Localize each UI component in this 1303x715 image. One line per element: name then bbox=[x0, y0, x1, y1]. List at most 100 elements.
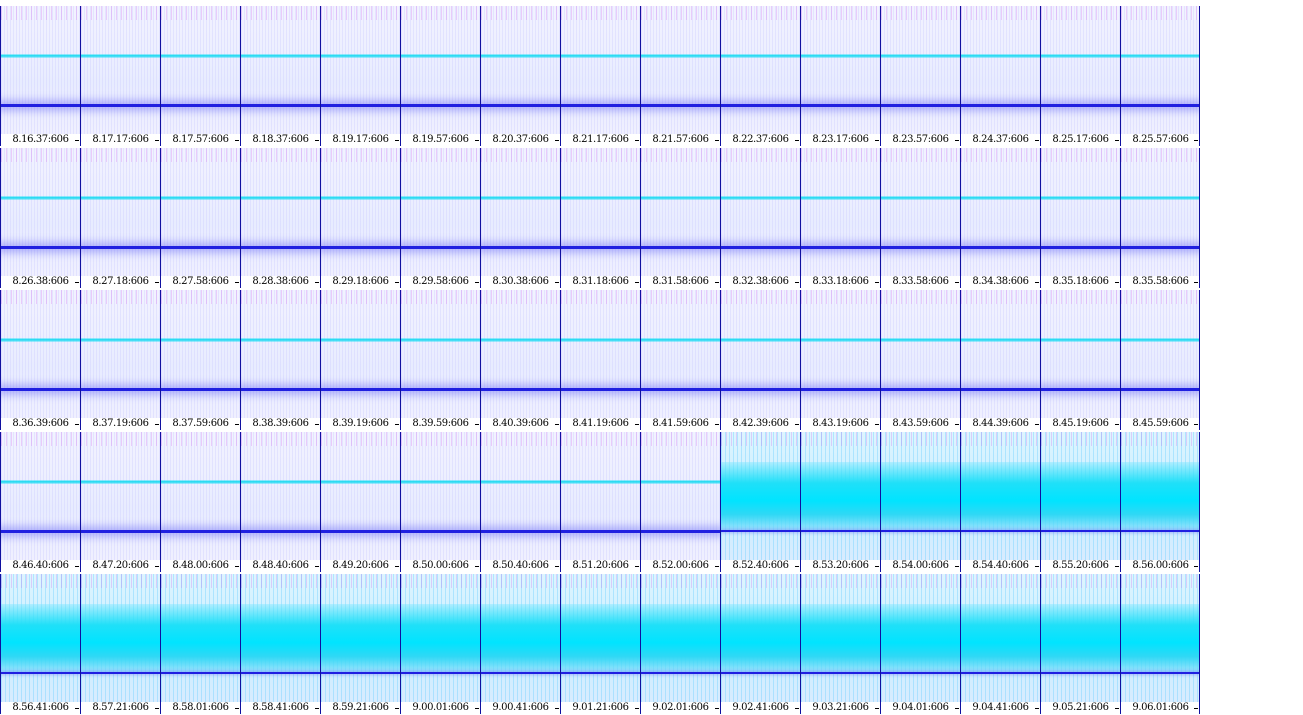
timestamp-label: 8.32.38:606 bbox=[721, 276, 800, 288]
wide-cyan-band bbox=[721, 462, 800, 532]
narrow-cyan-band bbox=[81, 54, 160, 58]
low-frequency-band bbox=[881, 388, 960, 391]
narrow-cyan-band bbox=[241, 338, 320, 342]
axis-tick bbox=[1035, 140, 1039, 141]
spectrogram-panel: 8.38.39:606 bbox=[240, 290, 320, 430]
timestamp-label: 8.17.57:606 bbox=[161, 134, 240, 146]
low-frequency-band bbox=[241, 104, 320, 107]
wide-cyan-band bbox=[1041, 462, 1120, 532]
axis-tick bbox=[155, 708, 159, 709]
axis-tick bbox=[155, 140, 159, 141]
timestamp-label: 8.23.57:606 bbox=[881, 134, 960, 146]
axis-tick bbox=[315, 140, 319, 141]
spectrogram-panel: 9.02.01:606 bbox=[640, 574, 720, 714]
timestamp-label: 8.50.40:606 bbox=[481, 560, 560, 572]
narrow-cyan-band bbox=[721, 54, 800, 58]
high-frequency-noise bbox=[81, 574, 160, 588]
axis-tick bbox=[795, 566, 799, 567]
axis-tick bbox=[475, 282, 479, 283]
narrow-cyan-band bbox=[321, 196, 400, 200]
narrow-cyan-band bbox=[561, 54, 640, 58]
spectrogram-panel: 8.55.20:606 bbox=[1040, 432, 1120, 572]
axis-tick bbox=[235, 282, 239, 283]
spectrogram-panel: 8.19.57:606 bbox=[400, 6, 480, 146]
spectrogram-panel: 8.48.40:606 bbox=[240, 432, 320, 572]
axis-tick bbox=[555, 708, 559, 709]
narrow-cyan-band bbox=[481, 54, 560, 58]
spectrogram-image bbox=[161, 432, 240, 560]
timestamp-label: 8.25.57:606 bbox=[1121, 134, 1199, 146]
axis-tick bbox=[1194, 566, 1198, 567]
axis-tick bbox=[635, 282, 639, 283]
axis-tick bbox=[715, 708, 719, 709]
spectrogram-image bbox=[561, 6, 640, 134]
spectrogram-image bbox=[161, 6, 240, 134]
narrow-cyan-band bbox=[321, 338, 400, 342]
axis-tick bbox=[315, 424, 319, 425]
narrow-cyan-band bbox=[161, 480, 240, 484]
wide-cyan-band bbox=[641, 604, 720, 674]
low-frequency-band bbox=[1041, 388, 1120, 391]
spectrogram-panel: 8.37.19:606 bbox=[80, 290, 160, 430]
high-frequency-noise bbox=[81, 432, 160, 446]
axis-tick bbox=[955, 566, 959, 567]
spectrogram-panel: 8.30.38:606 bbox=[480, 148, 560, 288]
axis-tick bbox=[715, 282, 719, 283]
axis-tick bbox=[235, 424, 239, 425]
axis-tick bbox=[395, 282, 399, 283]
axis-tick bbox=[155, 282, 159, 283]
spectrogram-panel: 8.45.59:606 bbox=[1120, 290, 1200, 430]
low-frequency-band bbox=[1041, 672, 1120, 674]
narrow-cyan-band bbox=[481, 480, 560, 484]
spectrogram-panel: 8.39.19:606 bbox=[320, 290, 400, 430]
spectrogram-image bbox=[801, 290, 880, 418]
low-frequency-band bbox=[401, 672, 480, 674]
timestamp-label: 9.04.01:606 bbox=[881, 702, 960, 714]
high-frequency-noise bbox=[321, 6, 400, 20]
timestamp-label: 8.49.20:606 bbox=[321, 560, 400, 572]
spectrogram-panel: 8.25.17:606 bbox=[1040, 6, 1120, 146]
axis-tick bbox=[1035, 566, 1039, 567]
spectrogram-row: 8.26.38:606 8.27.18:606 8.27.58:606 8.28.38… bbox=[0, 148, 1200, 288]
low-frequency-band bbox=[321, 246, 400, 249]
spectrogram-panel: 8.35.58:606 bbox=[1120, 148, 1200, 288]
low-frequency-band bbox=[321, 104, 400, 107]
narrow-cyan-band bbox=[881, 54, 960, 58]
low-frequency-band bbox=[641, 388, 720, 391]
high-frequency-noise bbox=[81, 6, 160, 20]
narrow-cyan-band bbox=[81, 338, 160, 342]
low-frequency-band bbox=[1041, 104, 1120, 107]
low-frequency-band bbox=[801, 530, 880, 532]
timestamp-label: 8.52.00:606 bbox=[641, 560, 720, 572]
timestamp-label: 8.35.58:606 bbox=[1121, 276, 1199, 288]
spectrogram-image bbox=[641, 432, 720, 560]
high-frequency-noise bbox=[1121, 6, 1199, 20]
wide-cyan-band bbox=[81, 604, 160, 674]
high-frequency-noise bbox=[321, 432, 400, 446]
high-frequency-noise bbox=[161, 290, 240, 304]
axis-tick bbox=[75, 708, 79, 709]
spectrogram-panel: 8.53.20:606 bbox=[800, 432, 880, 572]
spectrogram-panel: 8.46.40:606 bbox=[0, 432, 80, 572]
spectrogram-panel: 8.58.01:606 bbox=[160, 574, 240, 714]
axis-tick bbox=[395, 566, 399, 567]
spectrogram-panel: 9.01.21:606 bbox=[560, 574, 640, 714]
high-frequency-noise bbox=[321, 290, 400, 304]
narrow-cyan-band bbox=[401, 480, 480, 484]
axis-tick bbox=[1035, 424, 1039, 425]
spectrogram-panel: 8.19.17:606 bbox=[320, 6, 400, 146]
spectrogram-panel: 9.04.41:606 bbox=[960, 574, 1040, 714]
high-frequency-noise bbox=[881, 6, 960, 20]
timestamp-label: 8.30.38:606 bbox=[481, 276, 560, 288]
spectrogram-image bbox=[321, 290, 400, 418]
timestamp-label: 8.50.00:606 bbox=[401, 560, 480, 572]
axis-tick bbox=[715, 140, 719, 141]
spectrogram-panel: 8.26.38:606 bbox=[0, 148, 80, 288]
narrow-cyan-band bbox=[401, 196, 480, 200]
high-frequency-noise bbox=[241, 432, 320, 446]
narrow-cyan-band bbox=[961, 196, 1040, 200]
spectrogram-panel: 8.24.37:606 bbox=[960, 6, 1040, 146]
timestamp-label: 8.23.17:606 bbox=[801, 134, 880, 146]
wide-cyan-band bbox=[801, 604, 880, 674]
low-frequency-band bbox=[1, 672, 80, 674]
